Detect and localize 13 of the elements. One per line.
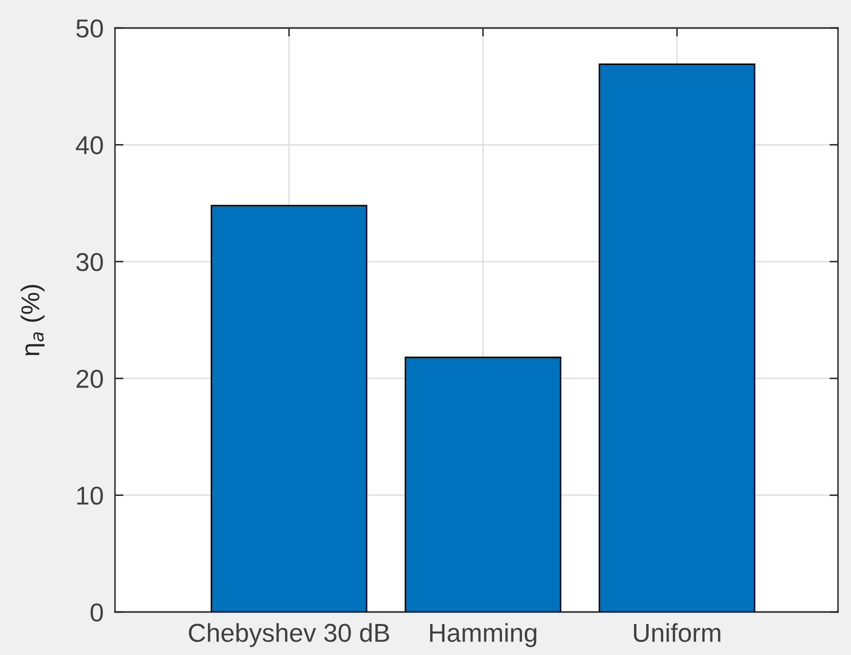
- y-tick-label: 10: [77, 486, 103, 505]
- y-axis-title: η$_{a}$ (%): [20, 284, 45, 356]
- bar: [404, 356, 562, 612]
- y-tick-label: 20: [76, 370, 103, 388]
- bar: [210, 204, 368, 612]
- y-tick-label: 0: [90, 603, 103, 622]
- x-tick-label: Chebyshev 30 dB: [188, 623, 390, 648]
- bar: [598, 64, 756, 612]
- y-tick-label: 40: [76, 136, 103, 154]
- y-tick-label: 50: [76, 19, 103, 38]
- x-tick-label: Hamming: [430, 623, 536, 648]
- y-tick-label: 30: [76, 252, 103, 272]
- x-tick-label: Uniform: [634, 623, 720, 642]
